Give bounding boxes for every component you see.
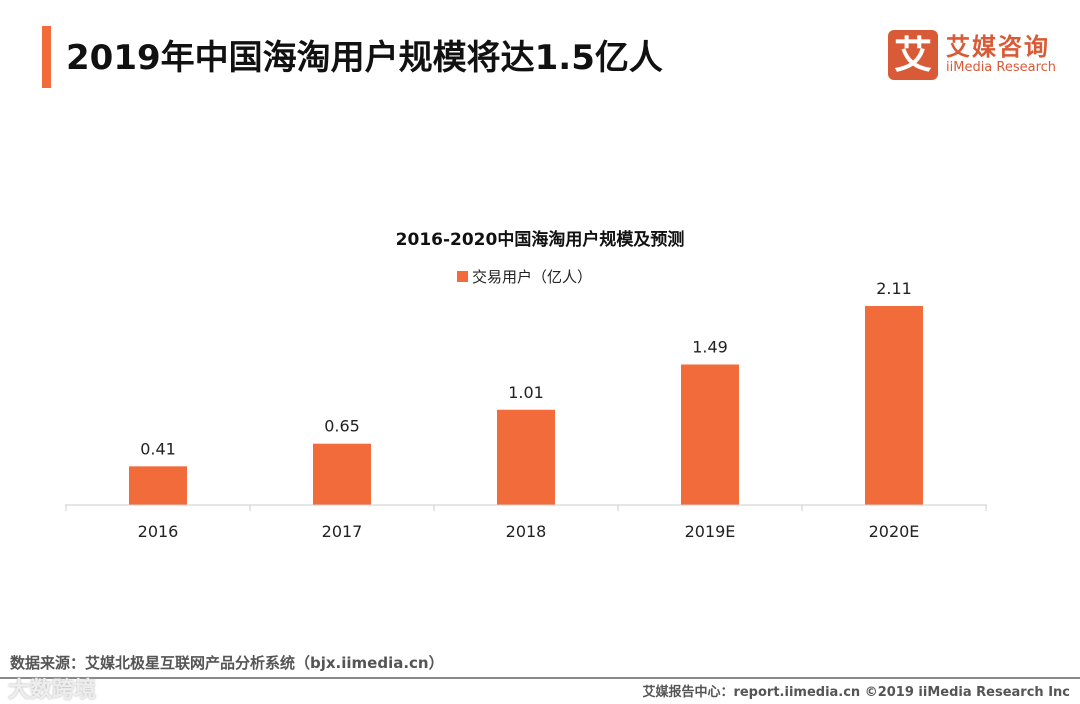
bar: [681, 364, 739, 505]
watermark: 大数跨境: [8, 678, 97, 703]
logo-cn: 艾媒咨询: [946, 33, 1050, 61]
page-title: 2019年中国海淘用户规模将达1.5亿人: [66, 38, 663, 78]
data-label: 1.49: [692, 337, 728, 356]
data-label: 0.65: [324, 417, 360, 436]
x-tick-label: 2017: [322, 522, 363, 541]
x-tick-label: 2018: [506, 522, 547, 541]
data-label: 2.11: [876, 279, 912, 298]
chart-title: 2016-2020中国海淘用户规模及预测: [396, 229, 685, 250]
legend-label: 交易用户（亿人）: [472, 268, 592, 286]
bar: [129, 466, 187, 505]
x-tick-label: 2016: [138, 522, 179, 541]
x-tick-label: 2020E: [869, 522, 920, 541]
bar: [313, 443, 371, 505]
bar: [865, 306, 923, 505]
data-label: 0.41: [140, 439, 176, 458]
data-label: 1.01: [508, 383, 544, 402]
x-tick-label: 2019E: [685, 522, 736, 541]
title-accent-bar: [42, 26, 51, 88]
footer-credit: 艾媒报告中心：report.iimedia.cn ©2019 iiMedia R…: [642, 685, 1070, 700]
source-note: 数据来源：艾媒北极星互联网产品分析系统（bjx.iimedia.cn）: [10, 654, 444, 672]
logo-en: iiMedia Research: [946, 60, 1057, 75]
bar: [497, 409, 555, 505]
logo: 艾 艾媒咨询 iiMedia Research: [888, 30, 1056, 80]
bar-chart: 2016-2020中国海淘用户规模及预测 交易用户（亿人） 0.41 2016 0.…: [65, 229, 987, 541]
footer-divider: [0, 677, 1080, 679]
legend-swatch: [457, 271, 468, 282]
logo-icon: 艾: [888, 30, 938, 80]
